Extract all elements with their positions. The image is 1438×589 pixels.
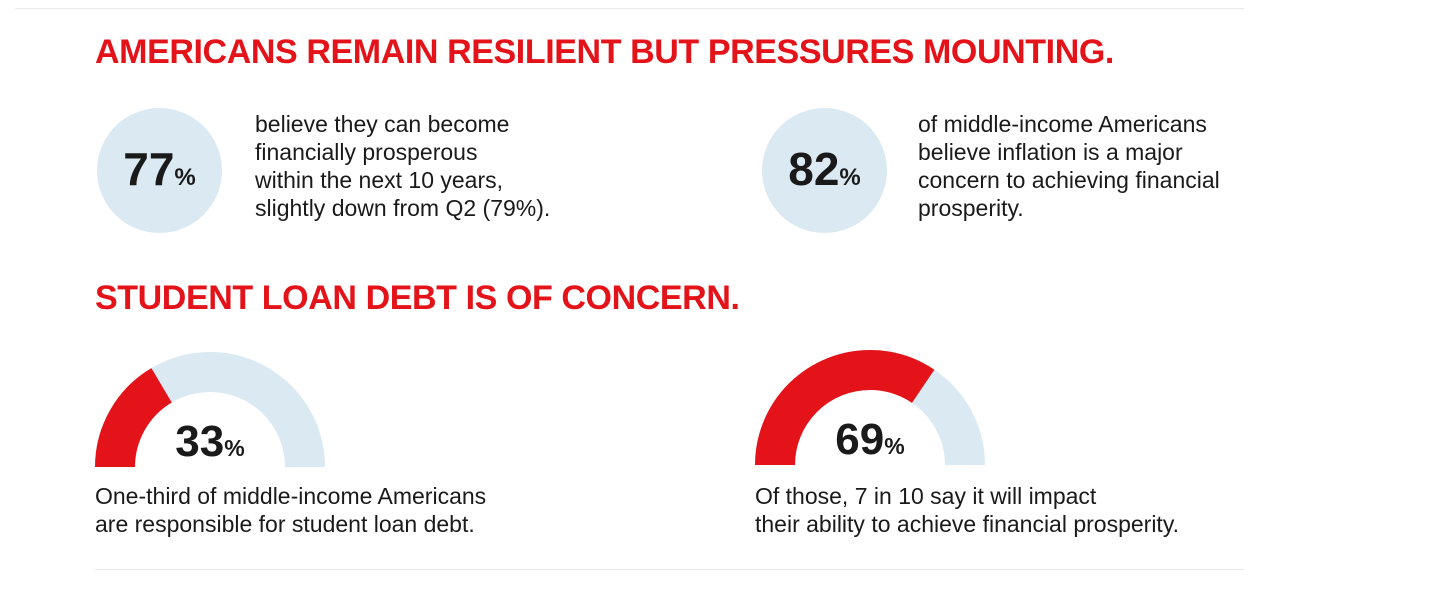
gauge-value-label: 69 % [755, 418, 985, 462]
stat-percent-sign: % [839, 164, 861, 191]
gauge-33: 33 % [95, 352, 325, 467]
stat-text-82: of middle-income Americans believe infla… [918, 111, 1220, 221]
top-divider [15, 8, 1244, 9]
section2-heading: STUDENT LOAN DEBT IS OF CONCERN. [95, 279, 740, 317]
gauge-percent-sign: % [884, 433, 905, 459]
gauge-69-caption: Of those, 7 in 10 say it will impact the… [755, 483, 1180, 537]
stat-value: 77 [123, 143, 175, 195]
gauge-percent-sign: % [224, 435, 245, 461]
gauge-value-label: 33 % [95, 420, 325, 464]
stat-value-wrap: 77 % [123, 146, 196, 192]
stat-circle-82: 82 % [762, 108, 887, 233]
gauge-value: 69 [835, 415, 885, 464]
gauge-arc [755, 350, 985, 465]
stat-text-77: believe they can become financially pros… [255, 111, 551, 221]
gauge-33-svg [95, 352, 325, 467]
stat-percent-sign: % [174, 164, 196, 191]
gauge-69-svg [755, 350, 985, 465]
stat-value: 82 [788, 143, 840, 195]
stat-value-wrap: 82 % [788, 146, 861, 192]
bottom-divider [95, 569, 1244, 570]
gauge-33-caption: One-third of middle-income Americans are… [95, 483, 487, 537]
gauge-arc [95, 352, 325, 467]
section1-heading: AMERICANS REMAIN RESILIENT BUT PRESSURES… [95, 33, 1114, 71]
stat-circle-77: 77 % [97, 108, 222, 233]
gauge-69: 69 % [755, 350, 985, 465]
gauge-value: 33 [175, 417, 225, 466]
